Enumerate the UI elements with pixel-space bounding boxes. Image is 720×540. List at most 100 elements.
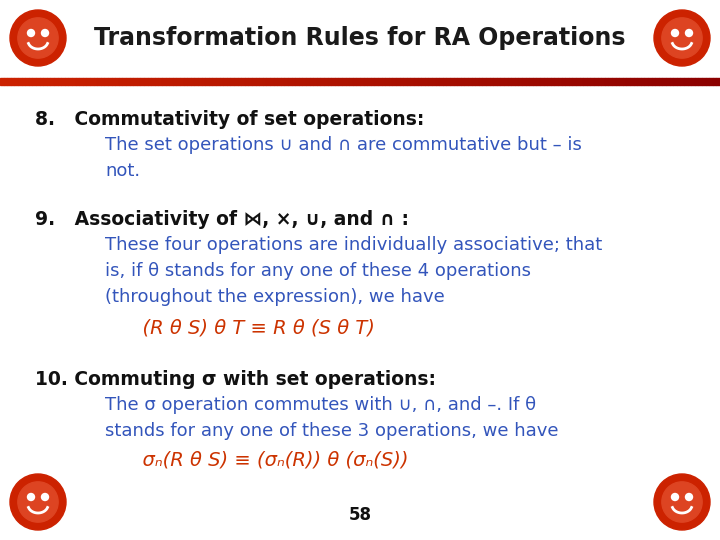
Bar <box>270 78 274 85</box>
Bar <box>227 78 230 85</box>
Bar <box>140 78 144 85</box>
Bar <box>515 78 518 85</box>
Bar <box>562 78 565 85</box>
Bar <box>594 78 598 85</box>
Bar <box>155 78 158 85</box>
Bar <box>662 78 666 85</box>
Circle shape <box>654 10 710 66</box>
Bar <box>65 78 68 85</box>
Bar <box>29 78 32 85</box>
Bar <box>385 78 389 85</box>
Bar <box>130 78 133 85</box>
Bar <box>158 78 162 85</box>
Bar <box>324 78 328 85</box>
Bar <box>468 78 472 85</box>
Bar <box>133 78 137 85</box>
Bar <box>698 78 702 85</box>
Bar <box>338 78 342 85</box>
Bar <box>252 78 256 85</box>
Bar <box>508 78 511 85</box>
Bar <box>688 78 691 85</box>
Bar <box>302 78 306 85</box>
Bar <box>446 78 450 85</box>
Bar <box>277 78 281 85</box>
Circle shape <box>685 30 693 37</box>
Bar <box>644 78 648 85</box>
Bar <box>259 78 263 85</box>
Bar <box>374 78 378 85</box>
Bar <box>547 78 551 85</box>
Text: 9.   Associativity of ⋈, ×, ∪, and ∩ :: 9. Associativity of ⋈, ×, ∪, and ∩ : <box>35 210 409 229</box>
Bar <box>119 78 122 85</box>
Bar <box>616 78 619 85</box>
Bar <box>425 78 428 85</box>
Bar <box>439 78 443 85</box>
Bar <box>7 78 11 85</box>
Bar <box>144 78 148 85</box>
Bar <box>536 78 540 85</box>
Bar <box>331 78 335 85</box>
Bar <box>608 78 612 85</box>
Circle shape <box>662 482 702 522</box>
Circle shape <box>27 30 35 37</box>
Bar <box>320 78 324 85</box>
Bar <box>281 78 284 85</box>
Bar <box>659 78 662 85</box>
Bar <box>601 78 605 85</box>
Bar <box>184 78 187 85</box>
Bar <box>101 78 104 85</box>
Bar <box>392 78 396 85</box>
Bar <box>61 78 65 85</box>
Bar <box>382 78 385 85</box>
Bar <box>583 78 587 85</box>
Bar <box>533 78 536 85</box>
Bar <box>173 78 176 85</box>
Bar <box>670 78 673 85</box>
Bar <box>493 78 497 85</box>
Bar <box>245 78 248 85</box>
Bar <box>490 78 493 85</box>
Bar <box>18 78 22 85</box>
Bar <box>403 78 407 85</box>
Bar <box>634 78 637 85</box>
Bar <box>648 78 652 85</box>
Bar <box>112 78 115 85</box>
Bar <box>522 78 526 85</box>
Bar <box>432 78 436 85</box>
Bar <box>299 78 302 85</box>
Bar <box>11 78 14 85</box>
Bar <box>263 78 266 85</box>
Circle shape <box>672 30 678 37</box>
Bar <box>58 78 61 85</box>
Bar <box>202 78 205 85</box>
Bar <box>428 78 432 85</box>
Bar <box>540 78 544 85</box>
Bar <box>421 78 425 85</box>
Bar <box>151 78 155 85</box>
Bar <box>54 78 58 85</box>
Bar <box>587 78 590 85</box>
Bar <box>482 78 486 85</box>
Bar <box>367 78 371 85</box>
Circle shape <box>42 30 48 37</box>
Bar <box>500 78 504 85</box>
Bar <box>194 78 198 85</box>
Bar <box>569 78 572 85</box>
Bar <box>572 78 576 85</box>
Bar <box>486 78 490 85</box>
Bar <box>479 78 482 85</box>
Bar <box>25 78 29 85</box>
Bar <box>396 78 400 85</box>
Bar <box>79 78 83 85</box>
Bar <box>115 78 119 85</box>
Bar <box>518 78 522 85</box>
Circle shape <box>27 494 35 501</box>
Bar <box>310 78 313 85</box>
Bar <box>342 78 346 85</box>
Bar <box>306 78 310 85</box>
Bar <box>180 78 184 85</box>
Bar <box>216 78 220 85</box>
Bar <box>630 78 634 85</box>
Bar <box>526 78 529 85</box>
Bar <box>148 78 151 85</box>
